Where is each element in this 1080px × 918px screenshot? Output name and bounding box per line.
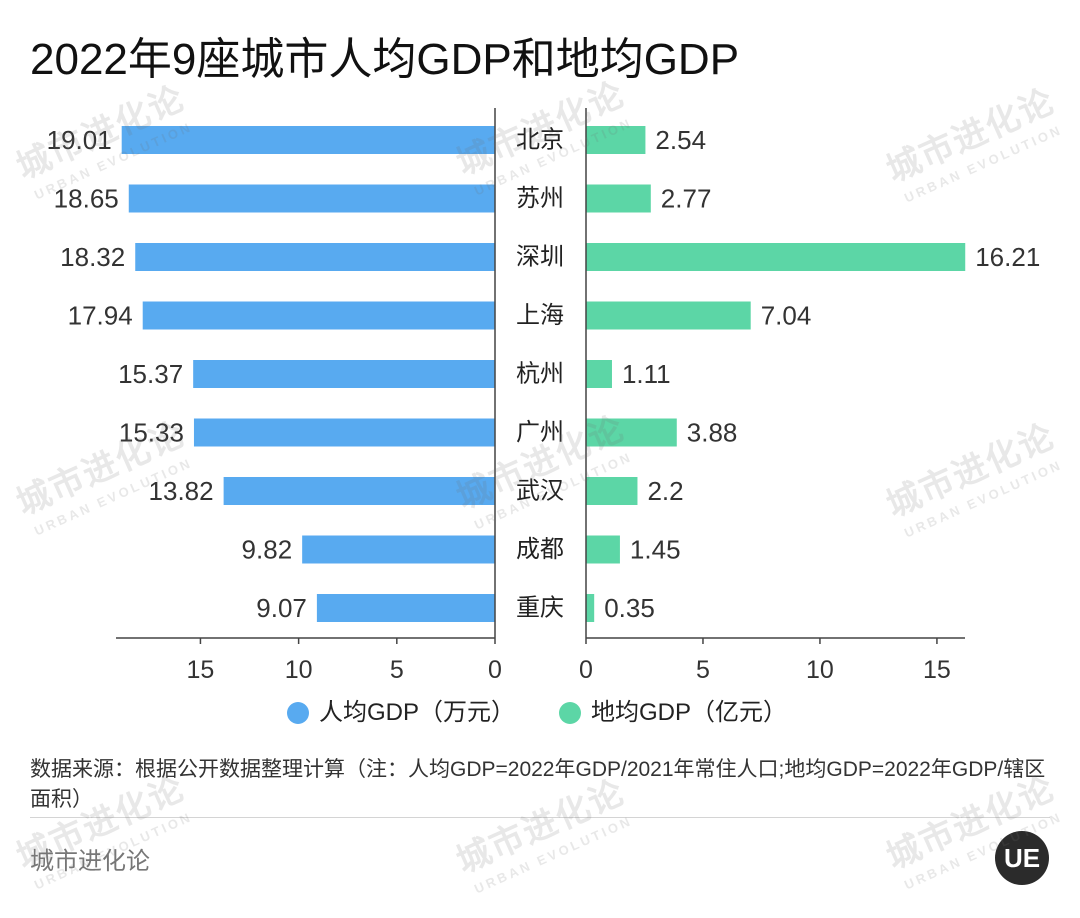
chart-title: 2022年9座城市人均GDP和地均GDP [30,35,740,84]
city-label: 武汉 [516,478,564,505]
per-capita-gdp-bar [121,126,495,154]
city-label: 深圳 [516,244,564,271]
per-capita-gdp-value-label: 15.33 [119,418,184,448]
left-x-axis-tick-label: 15 [187,656,215,684]
per-capita-gdp-value-label: 9.07 [256,593,307,623]
per-area-gdp-value-label: 0.35 [604,593,655,623]
city-label: 北京 [516,127,564,154]
per-area-gdp-value-label: 1.11 [622,359,671,389]
per-capita-gdp-value-label: 9.82 [242,535,293,565]
legend-swatch-per-area-gdp [559,702,581,724]
per-area-gdp-value-label: 3.88 [687,418,738,448]
watermark-en-text: URBAN EVOLUTION [471,813,635,897]
brand-name: 城市进化论 [30,848,150,875]
legend-item-per-capita-gdp: 人均GDP（万元） [287,698,515,728]
per-capita-gdp-bar [142,301,496,330]
per-capita-gdp-bar [128,184,495,213]
per-capita-gdp-value-label: 13.82 [149,476,214,506]
legend-swatch-per-capita-gdp [287,702,309,724]
per-capita-gdp-bar [223,477,496,505]
back-to-back-bar-chart: 19.01 2.54 北京 18.65 2.77 苏州 18.32 16.21 深圳 17.94 7… [47,108,1040,684]
per-capita-gdp-bar [135,243,495,271]
per-area-gdp-value-label: 7.04 [761,301,812,331]
per-area-gdp-value-label: 16.21 [975,242,1040,272]
per-capita-gdp-bar [316,594,495,622]
per-area-gdp-bar [586,594,595,622]
right-x-axis-tick-label: 10 [806,656,834,684]
city-label: 苏州 [516,185,564,212]
city-label: 杭州 [516,361,564,388]
city-label: 上海 [516,302,564,329]
per-capita-gdp-bar [302,535,495,564]
per-area-gdp-bar [586,360,612,388]
right-x-axis-tick-label: 0 [579,656,593,684]
per-area-gdp-bar [586,535,620,564]
per-area-gdp-value-label: 1.45 [630,535,681,565]
per-capita-gdp-value-label: 19.01 [47,125,112,155]
per-area-gdp-bar [586,418,677,447]
per-area-gdp-value-label: 2.54 [655,125,706,155]
per-capita-gdp-bar [193,418,496,447]
per-area-gdp-bar [586,184,651,213]
legend-item-per-area-gdp: 地均GDP（亿元） [559,698,787,728]
city-label: 重庆 [516,595,564,622]
source-note: 数据来源：根据公开数据整理计算（注：人均GDP=2022年GDP/2021年常住… [30,758,1046,811]
per-capita-gdp-bar [193,360,495,388]
left-x-axis-tick-label: 10 [285,656,313,684]
per-area-gdp-value-label: 2.77 [661,184,712,214]
per-area-gdp-bar [586,243,966,271]
left-x-axis-tick-label: 0 [488,656,502,684]
legend-label-per-capita-gdp: 人均GDP（万元） [319,699,516,726]
per-capita-gdp-value-label: 17.94 [68,301,133,331]
per-capita-gdp-value-label: 15.37 [118,359,183,389]
city-label: 成都 [516,536,564,563]
right-x-axis-tick-label: 5 [696,656,710,684]
footer-divider [30,817,1050,818]
right-x-axis-tick-label: 15 [923,656,951,684]
per-area-gdp-bar [586,126,646,154]
city-label: 广州 [516,419,564,446]
per-capita-gdp-value-label: 18.65 [54,184,119,214]
left-x-axis-tick-label: 5 [390,656,404,684]
legend-label-per-area-gdp: 地均GDP（亿元） [591,699,788,726]
per-area-gdp-bar [586,301,751,330]
per-capita-gdp-value-label: 18.32 [60,242,125,272]
per-area-gdp-bar [586,477,638,505]
per-area-gdp-value-label: 2.2 [647,476,683,506]
brand-logo: UE [995,831,1049,885]
